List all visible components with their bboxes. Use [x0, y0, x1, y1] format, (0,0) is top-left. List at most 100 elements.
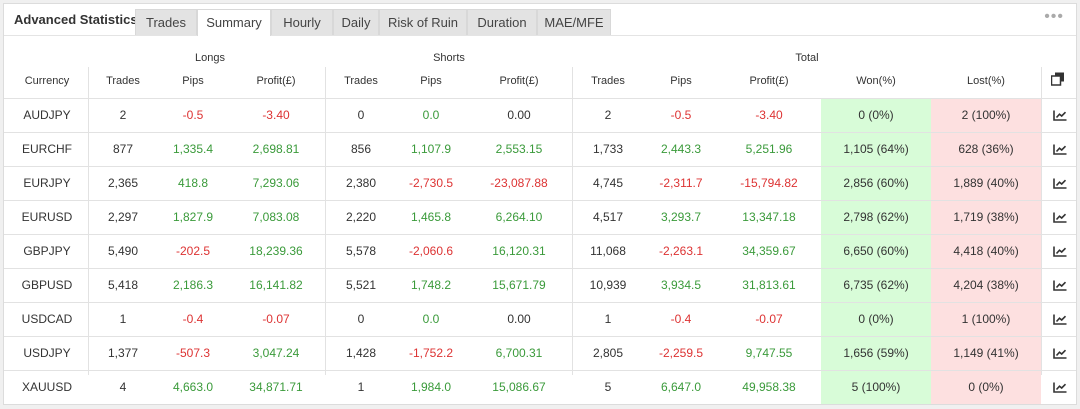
row-chart-button[interactable] — [1042, 269, 1078, 302]
tab-hourly[interactable]: Hourly — [271, 9, 333, 35]
row-chart-button[interactable] — [1042, 337, 1078, 370]
row-chart-button[interactable] — [1042, 133, 1078, 166]
cell-short-pips: 1,984.0 — [410, 380, 452, 394]
chart-icon — [1053, 110, 1067, 122]
chart-icon — [1053, 314, 1067, 326]
cell-short-profit: 2,553.15 — [495, 142, 543, 156]
cell-long-trades: 5,418 — [107, 278, 139, 292]
col-header-total-pips: Pips — [670, 75, 692, 87]
cell-long-profit: -3.40 — [262, 108, 290, 122]
tab-duration[interactable]: Duration — [467, 9, 537, 35]
cell-short-trades: 5,578 — [345, 244, 377, 258]
cell-total-trades: 11,068 — [590, 244, 626, 258]
tab-daily[interactable]: Daily — [333, 9, 379, 35]
cell-long-profit: -0.07 — [262, 312, 290, 326]
cell-total-pips: -2,259.5 — [658, 346, 704, 360]
tab-mae-mfe[interactable]: MAE/MFE — [537, 9, 611, 35]
cell-won: 6,735 (62%) — [821, 269, 931, 302]
col-header-total-trades: Trades — [591, 75, 625, 87]
row-chart-button[interactable] — [1042, 371, 1078, 404]
row-chart-button[interactable] — [1042, 99, 1078, 132]
col-header-long-pips: Pips — [182, 75, 204, 87]
cell-total-pips: 2,443.3 — [660, 142, 702, 156]
cell-total-trades: 1,733 — [592, 142, 624, 156]
cell-total-profit: -3.40 — [755, 108, 783, 122]
cell-won: 0 (0%) — [821, 303, 931, 336]
cell-short-pips: 1,748.2 — [410, 278, 452, 292]
cell-total-profit: -0.07 — [755, 312, 783, 326]
cell-lost: 628 (36%) — [931, 133, 1041, 166]
tab-bar: Advanced Statistics Trades Summary Hourl… — [4, 4, 1076, 36]
cell-total-trades: 1 — [604, 312, 612, 326]
cell-short-profit: 6,264.10 — [495, 210, 543, 224]
cell-currency: AUDJPY — [23, 108, 71, 122]
cell-lost: 0 (0%) — [931, 371, 1041, 404]
col-header-long-trades: Trades — [106, 75, 140, 87]
cell-total-trades: 4,745 — [592, 176, 624, 190]
cell-won: 0 (0%) — [821, 99, 931, 132]
col-header-won: Won(%) — [856, 75, 896, 87]
cell-short-trades: 1 — [357, 380, 365, 394]
chart-icon — [1053, 280, 1067, 292]
cell-total-trades: 4,517 — [592, 210, 624, 224]
cell-long-trades: 2 — [119, 108, 127, 122]
cell-lost: 1,719 (38%) — [931, 201, 1041, 234]
cell-short-trades: 0 — [357, 108, 365, 122]
divider — [325, 67, 326, 375]
cell-short-pips: 0.0 — [422, 312, 440, 326]
cell-long-trades: 1 — [119, 312, 127, 326]
cell-long-pips: 2,186.3 — [172, 278, 214, 292]
col-header-short-profit: Profit(£) — [499, 75, 539, 87]
cell-won: 5 (100%) — [821, 371, 931, 404]
cell-total-trades: 5 — [604, 380, 612, 394]
row-chart-button[interactable] — [1042, 201, 1078, 234]
cell-total-pips: 3,293.7 — [660, 210, 702, 224]
row-chart-button[interactable] — [1042, 303, 1078, 336]
cell-long-pips: 4,663.0 — [172, 380, 214, 394]
row-chart-button[interactable] — [1042, 235, 1078, 268]
cell-total-profit: -15,794.82 — [740, 176, 798, 190]
cell-currency: GBPJPY — [23, 244, 71, 258]
cell-long-profit: 16,141.82 — [249, 278, 303, 292]
more-options-icon[interactable]: ••• — [1044, 8, 1064, 25]
cell-currency: EURUSD — [21, 210, 73, 224]
group-header-shorts: Shorts — [433, 52, 465, 64]
cell-long-trades: 2,297 — [107, 210, 139, 224]
cell-long-trades: 5,490 — [107, 244, 139, 258]
col-header-long-profit: Profit(£) — [256, 75, 296, 87]
cell-total-profit: 34,359.67 — [742, 244, 796, 258]
cell-total-profit: 31,813.61 — [742, 278, 796, 292]
chart-icon — [1053, 144, 1067, 156]
cell-short-profit: 15,086.67 — [492, 380, 546, 394]
cell-short-pips: 1,107.9 — [410, 142, 452, 156]
cell-total-pips: -2,263.1 — [658, 244, 704, 258]
table-row: AUDJPY 2 -0.5 -3.40 0 0.0 0.00 2 -0.5 -3… — [4, 98, 1076, 132]
divider — [88, 67, 89, 375]
cell-short-trades: 2,380 — [345, 176, 377, 190]
cell-total-trades: 2 — [604, 108, 612, 122]
tab-trades[interactable]: Trades — [135, 9, 197, 35]
cell-total-pips: 3,934.5 — [660, 278, 702, 292]
cell-short-pips: 1,465.8 — [410, 210, 452, 224]
cell-total-pips: -2,311.7 — [659, 176, 703, 190]
cell-short-profit: -23,087.88 — [490, 176, 548, 190]
cell-lost: 4,418 (40%) — [931, 235, 1041, 268]
cell-long-pips: 418.8 — [177, 176, 209, 190]
tab-summary[interactable]: Summary — [197, 9, 271, 36]
cell-long-pips: -202.5 — [175, 244, 211, 258]
cell-long-profit: 34,871.71 — [249, 380, 303, 394]
cell-won: 2,798 (62%) — [821, 201, 931, 234]
cell-long-pips: 1,827.9 — [172, 210, 214, 224]
cell-lost: 2 (100%) — [931, 99, 1041, 132]
cell-currency: EURJPY — [23, 176, 71, 190]
col-header-short-pips: Pips — [420, 75, 442, 87]
cell-won: 2,856 (60%) — [821, 167, 931, 200]
divider — [1041, 67, 1042, 375]
copy-icon[interactable] — [1050, 72, 1065, 91]
row-chart-button[interactable] — [1042, 167, 1078, 200]
cell-long-pips: 1,335.4 — [172, 142, 214, 156]
cell-lost: 1 (100%) — [931, 303, 1041, 336]
cell-total-profit: 13,347.18 — [742, 210, 796, 224]
cell-long-profit: 7,293.06 — [252, 176, 300, 190]
tab-risk-of-ruin[interactable]: Risk of Ruin — [379, 9, 467, 35]
